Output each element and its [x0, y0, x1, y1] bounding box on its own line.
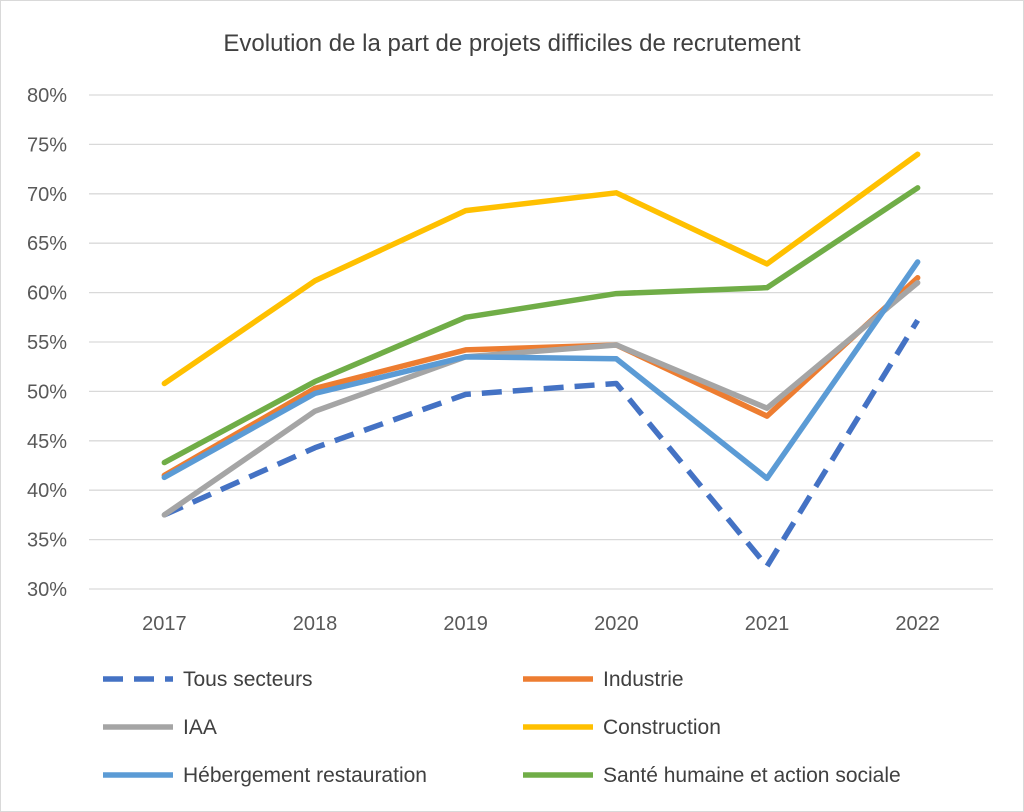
legend-label: Hébergement restauration — [183, 764, 427, 787]
x-tick-label: 2017 — [142, 613, 187, 635]
series-line-4 — [161, 151, 921, 387]
y-tick-label: 45% — [27, 431, 67, 453]
y-tick-label: 80% — [27, 85, 67, 107]
y-axis-tick-labels: 30% 35% 40% 45% 50% 55% 60% 65% 70% 75% 80% — [27, 85, 67, 601]
series-line-6 — [161, 185, 921, 466]
x-tick-label: 2019 — [443, 613, 488, 635]
legend-item: IAA — [103, 716, 217, 739]
y-tick-label: 30% — [27, 579, 67, 601]
series-lines — [161, 151, 921, 570]
x-tick-label: 2018 — [293, 613, 338, 635]
x-tick-label: 2020 — [594, 613, 639, 635]
series-line-3 — [161, 279, 921, 518]
legend-item: Construction — [523, 716, 721, 739]
y-tick-label: 70% — [27, 184, 67, 206]
legend: Tous secteurs Industrie IAA Construction Héb… — [103, 668, 901, 787]
legend-label: Tous secteurs — [183, 668, 313, 691]
series-line-5 — [161, 259, 921, 482]
chart-title: Evolution de la part de projets difficil… — [223, 30, 801, 57]
legend-label: Santé humaine et action sociale — [603, 764, 901, 787]
legend-label: Industrie — [603, 668, 684, 691]
legend-item: Tous secteurs — [103, 668, 313, 691]
y-tick-label: 35% — [27, 530, 67, 552]
legend-item: Industrie — [523, 668, 684, 691]
x-axis-tick-labels: 2017 2018 2019 2020 2021 2022 — [142, 613, 940, 635]
legend-label: Construction — [603, 716, 721, 739]
series-line-2 — [161, 275, 921, 479]
y-tick-label: 65% — [27, 233, 67, 255]
y-tick-label: 55% — [27, 332, 67, 354]
legend-label: IAA — [183, 716, 217, 739]
legend-item: Santé humaine et action sociale — [523, 764, 901, 787]
y-tick-label: 40% — [27, 480, 67, 502]
gridlines — [89, 94, 993, 590]
x-tick-label: 2021 — [745, 613, 790, 635]
legend-item: Hébergement restauration — [103, 764, 427, 787]
y-tick-label: 60% — [27, 283, 67, 305]
y-tick-label: 75% — [27, 134, 67, 156]
y-tick-label: 50% — [27, 381, 67, 403]
series-line-1 — [163, 318, 921, 570]
x-tick-label: 2022 — [895, 613, 940, 635]
